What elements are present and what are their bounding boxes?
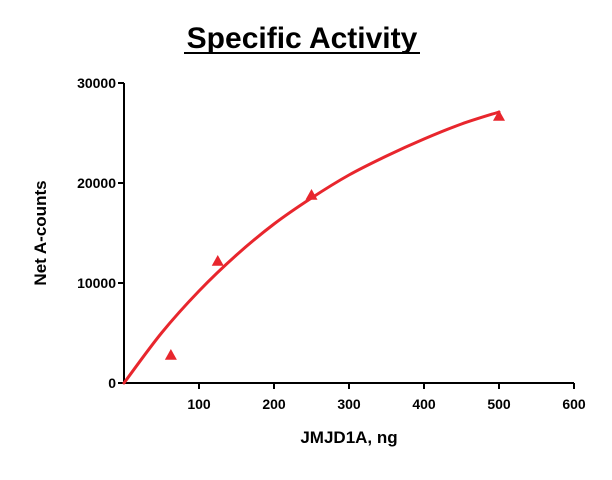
- x-axis-title: JMJD1A, ng: [300, 428, 397, 447]
- y-tick-label: 30000: [77, 75, 116, 91]
- y-tick-label: 0: [108, 375, 116, 391]
- chart-title: Specific Activity: [187, 22, 418, 55]
- fit-curve-layer: [122, 110, 501, 385]
- x-tick-label: 200: [262, 396, 286, 412]
- x-tick-label: 400: [412, 396, 436, 412]
- data-point-triangle: [493, 110, 505, 121]
- data-point-triangle: [305, 189, 318, 200]
- data-points-layer: [164, 110, 505, 360]
- data-point-triangle: [164, 349, 177, 360]
- data-point-triangle: [211, 255, 224, 266]
- y-tick-label: 10000: [77, 275, 116, 291]
- x-tick-label: 500: [487, 396, 511, 412]
- y-axis-ticks: 0 10000 20000 30000: [77, 75, 124, 391]
- x-axis-ticks: 100 200 300 400 500 600: [187, 383, 586, 412]
- x-tick-label: 100: [187, 396, 211, 412]
- x-tick-label: 300: [337, 396, 361, 412]
- x-tick-label: 600: [562, 396, 586, 412]
- fit-curve: [122, 110, 501, 385]
- y-tick-label: 20000: [77, 175, 116, 191]
- y-axis-title: Net A-counts: [31, 180, 50, 285]
